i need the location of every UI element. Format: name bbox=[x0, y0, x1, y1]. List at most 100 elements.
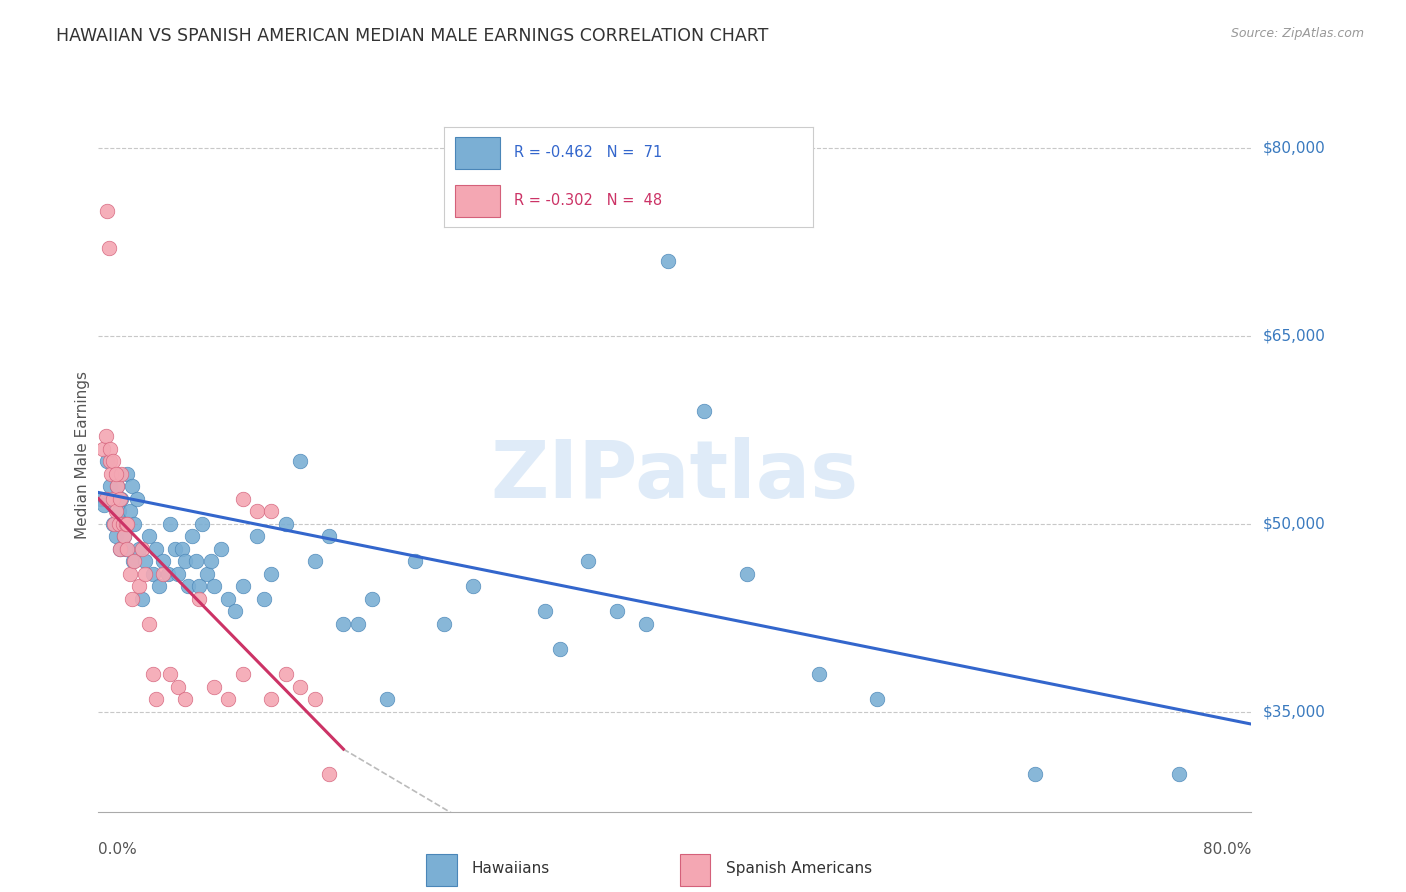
Point bbox=[98, 479, 121, 493]
Point bbox=[134, 554, 156, 568]
Point bbox=[93, 498, 115, 512]
Point bbox=[131, 591, 153, 606]
Point bbox=[260, 566, 283, 581]
Point bbox=[375, 692, 398, 706]
Point bbox=[124, 554, 146, 568]
Point bbox=[1024, 767, 1046, 781]
Point bbox=[98, 442, 121, 456]
Point bbox=[121, 479, 143, 493]
Point bbox=[96, 454, 118, 468]
Point bbox=[361, 591, 384, 606]
Point bbox=[97, 241, 120, 255]
Point bbox=[578, 554, 600, 568]
Point bbox=[156, 566, 179, 581]
Point bbox=[170, 541, 193, 556]
Point bbox=[260, 504, 283, 518]
Point bbox=[274, 516, 297, 531]
Point bbox=[112, 529, 135, 543]
Text: 80.0%: 80.0% bbox=[1204, 842, 1251, 857]
Point bbox=[217, 692, 239, 706]
Point bbox=[121, 591, 143, 606]
Text: $35,000: $35,000 bbox=[1263, 704, 1326, 719]
Point bbox=[290, 454, 312, 468]
Point bbox=[124, 516, 146, 531]
Point bbox=[866, 692, 889, 706]
Text: HAWAIIAN VS SPANISH AMERICAN MEDIAN MALE EARNINGS CORRELATION CHART: HAWAIIAN VS SPANISH AMERICAN MEDIAN MALE… bbox=[56, 27, 769, 45]
Point bbox=[105, 479, 128, 493]
Text: Source: ZipAtlas.com: Source: ZipAtlas.com bbox=[1230, 27, 1364, 40]
Point bbox=[103, 516, 125, 531]
Point bbox=[274, 667, 297, 681]
Point bbox=[304, 692, 326, 706]
Point bbox=[433, 616, 456, 631]
Point bbox=[120, 566, 142, 581]
Point bbox=[111, 516, 134, 531]
Point bbox=[159, 516, 181, 531]
Point bbox=[290, 680, 312, 694]
Point bbox=[90, 491, 112, 506]
Point bbox=[231, 579, 254, 593]
Point bbox=[107, 516, 129, 531]
Point bbox=[636, 616, 658, 631]
Point bbox=[104, 504, 127, 518]
Point bbox=[166, 566, 188, 581]
Point bbox=[346, 616, 368, 631]
Point bbox=[114, 516, 136, 531]
Point bbox=[100, 467, 122, 481]
Point bbox=[142, 566, 165, 581]
Point bbox=[108, 491, 131, 506]
Point bbox=[152, 566, 174, 581]
Point bbox=[202, 680, 225, 694]
Point bbox=[174, 692, 197, 706]
Point bbox=[318, 529, 340, 543]
Point bbox=[128, 579, 150, 593]
Point bbox=[246, 529, 269, 543]
Point bbox=[117, 516, 138, 531]
Y-axis label: Median Male Earnings: Median Male Earnings bbox=[75, 371, 90, 539]
Point bbox=[163, 541, 186, 556]
Point bbox=[177, 579, 200, 593]
Point bbox=[693, 404, 716, 418]
Point bbox=[101, 454, 124, 468]
Point bbox=[111, 516, 134, 531]
Point bbox=[186, 554, 208, 568]
Point bbox=[807, 667, 830, 681]
Point bbox=[253, 591, 276, 606]
Point bbox=[548, 642, 571, 657]
Point bbox=[91, 442, 114, 456]
Point bbox=[114, 541, 136, 556]
Text: ZIPatlas: ZIPatlas bbox=[491, 437, 859, 516]
Point bbox=[138, 616, 160, 631]
Point bbox=[195, 566, 218, 581]
Point bbox=[108, 541, 131, 556]
Point bbox=[318, 767, 340, 781]
Point bbox=[735, 566, 758, 581]
Point bbox=[174, 554, 197, 568]
Point bbox=[209, 541, 232, 556]
Point bbox=[188, 591, 211, 606]
Point bbox=[181, 529, 204, 543]
Point bbox=[657, 253, 679, 268]
Point bbox=[405, 554, 427, 568]
Point bbox=[260, 692, 283, 706]
Point bbox=[128, 541, 150, 556]
Point bbox=[217, 591, 239, 606]
Point bbox=[131, 541, 153, 556]
Point bbox=[142, 667, 165, 681]
Point bbox=[148, 579, 170, 593]
Point bbox=[112, 529, 135, 543]
Point bbox=[127, 491, 149, 506]
Point bbox=[166, 680, 188, 694]
Text: $50,000: $50,000 bbox=[1263, 516, 1326, 532]
Point bbox=[606, 604, 628, 618]
Text: 0.0%: 0.0% bbox=[98, 842, 138, 857]
Point bbox=[224, 604, 246, 618]
Point bbox=[231, 667, 254, 681]
Point bbox=[152, 554, 174, 568]
Point bbox=[94, 429, 117, 443]
Point bbox=[110, 467, 132, 481]
Point bbox=[534, 604, 557, 618]
Point bbox=[94, 491, 117, 506]
Point bbox=[108, 541, 131, 556]
Point bbox=[107, 504, 129, 518]
